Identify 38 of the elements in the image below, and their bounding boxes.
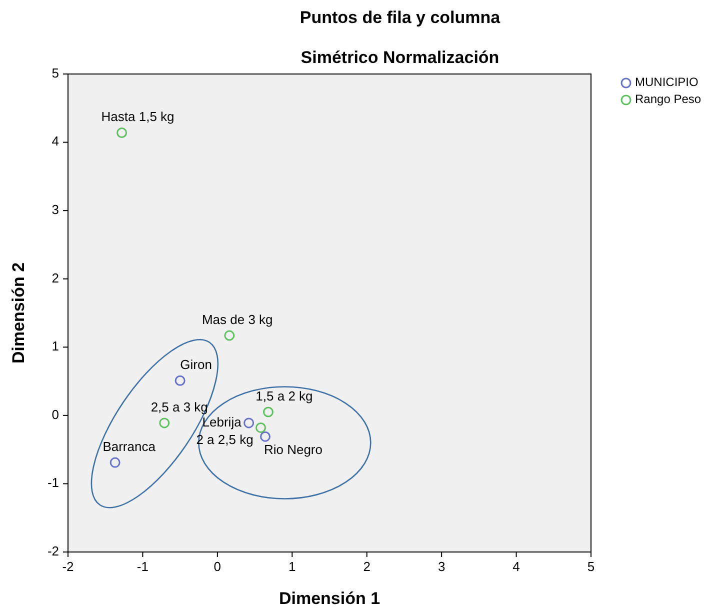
legend-label: MUNICIPIO — [635, 75, 698, 90]
y-tick-label: -1 — [47, 475, 59, 490]
x-tick-label: -2 — [62, 559, 74, 574]
point — [110, 457, 120, 468]
y-tick-label: 2 — [52, 270, 59, 286]
chart-title: Puntos de fila y columna — [300, 8, 501, 27]
data-label: Barranca — [102, 438, 156, 454]
x-tick-label: 0 — [214, 559, 222, 574]
data-label: 1,5 a 2 kg — [256, 388, 313, 404]
point — [174, 375, 186, 386]
x-axis-title: Dimensión 1 — [278, 589, 380, 608]
point — [256, 422, 266, 433]
y-tick-label: 5 — [52, 65, 59, 80]
data-label: Hasta 1,5 kg — [101, 109, 174, 124]
x-tick-label: 3 — [438, 559, 446, 574]
point — [116, 127, 128, 138]
chart-subtitle: Simétrico Normalización — [300, 48, 500, 67]
point — [159, 418, 170, 428]
x-tick-label: 1 — [288, 559, 296, 574]
y-axis-title: Dimensión 2 — [9, 262, 28, 364]
legend-label: Rango Peso — [635, 92, 702, 106]
data-label: 2,5 a 3 kg — [150, 399, 208, 414]
data-label: Rio Negro — [264, 442, 323, 458]
point — [260, 431, 270, 442]
y-tick-label: 1 — [52, 338, 59, 354]
x-tick-label: 2 — [363, 559, 370, 574]
point — [224, 330, 235, 341]
x-tick-label: 4 — [512, 559, 520, 574]
data-label: Giron — [180, 357, 212, 372]
data-label: Mas de 3 kg — [202, 312, 273, 327]
point — [244, 418, 254, 428]
y-tick-label: 4 — [52, 134, 59, 149]
x-tick-label: -1 — [136, 559, 148, 574]
x-tick-label: 5 — [587, 559, 595, 574]
point — [262, 406, 274, 418]
y-tick-label: 0 — [52, 406, 59, 422]
y-tick-label: -2 — [47, 543, 59, 558]
y-tick-label: 3 — [52, 202, 59, 218]
